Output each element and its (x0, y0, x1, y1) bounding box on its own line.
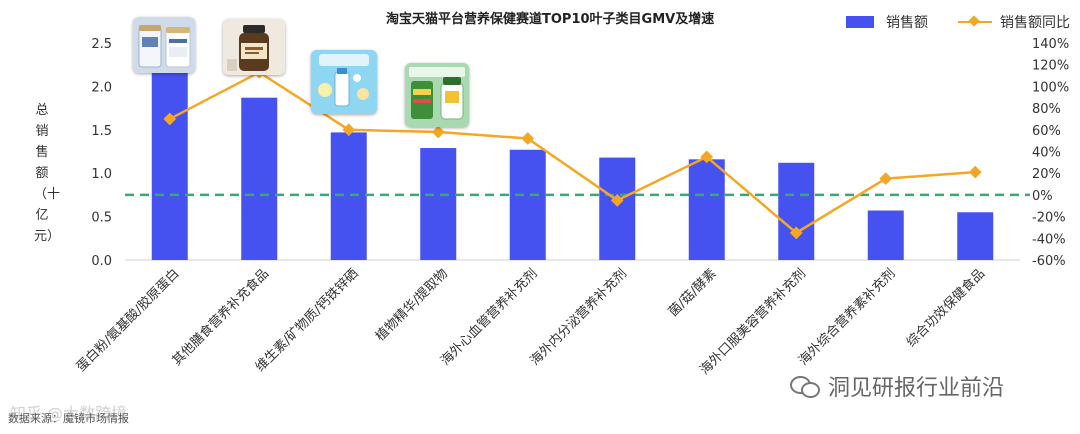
x-tick-label: 维生素/矿物质/钙铁锌硒 (253, 266, 362, 375)
y-left-tick-label: 2.0 (91, 80, 112, 95)
faint-watermark: 知乎 @大数跨境 (10, 404, 128, 423)
bar (151, 47, 188, 261)
yoy-point (968, 165, 982, 179)
y-left-tick-label: 1.0 (91, 167, 112, 182)
bar (420, 148, 457, 260)
data-source: 数据来源：魔镜市场情报 (8, 412, 129, 425)
yoy-point (431, 125, 445, 139)
collagen-powder-can-icon (133, 17, 195, 73)
y-right-tick-label: 40% (1032, 146, 1061, 161)
bar (330, 132, 367, 260)
legend-swatch-bar (846, 16, 874, 28)
x-tick-label: 海外心血管营养补充剂 (437, 266, 540, 369)
bar (957, 212, 994, 260)
bar (599, 157, 636, 260)
yoy-point (342, 123, 356, 137)
x-tick-label: 综合功效保健食品 (903, 266, 988, 351)
x-tick-label: 海外综合营养素补充剂 (795, 266, 898, 369)
bar (241, 97, 278, 261)
yoy-series-line (169, 70, 976, 235)
y-right-tick-label: 0% (1032, 189, 1053, 204)
watermark-text: 洞见研报行业前沿 (828, 376, 1005, 401)
plant-extract-bottle-icon (405, 63, 469, 127)
y-left-tick-label: 2.5 (91, 37, 112, 52)
legend-label-sales: 销售额 (886, 15, 928, 31)
legend-swatch-line (958, 15, 992, 29)
y-axis-label: 总销售额（十亿元） (34, 103, 61, 244)
y-left-tick-label: 1.5 (91, 124, 112, 139)
bar (509, 149, 546, 260)
legend: 销售额 销售额同比 (846, 12, 1070, 32)
y-right-tick-label: -40% (1032, 232, 1066, 247)
x-tick-label: 菌/菇/酵素 (666, 266, 720, 320)
y-right-tick-label: 80% (1032, 102, 1061, 117)
bar (688, 159, 725, 260)
y-left-tick-label: 0.5 (91, 211, 112, 226)
x-tick-label: 其他膳食营养补充食品 (169, 266, 272, 369)
chart-title: 淘宝天猫平台营养保健赛道TOP10叶子类目GMV及增速 (386, 12, 715, 27)
supplement-bottle-icon (223, 19, 285, 75)
y-right-tick-label: -60% (1032, 254, 1066, 269)
wechat-watermark: 洞见研报行业前沿 (790, 370, 1004, 402)
x-tick-label: 植物精华/提取物 (372, 266, 451, 345)
y-right-tick-label: 120% (1032, 59, 1069, 74)
legend-label-yoy: 销售额同比 (1000, 15, 1070, 31)
x-tick-label: 海外内分泌营养补充剂 (527, 266, 630, 369)
y-right-tick-label: 20% (1032, 167, 1061, 182)
y-right-tick-label: 140% (1032, 37, 1069, 52)
y-right-tick-label: 100% (1032, 80, 1069, 95)
bar (778, 162, 815, 260)
wechat-icon (790, 374, 820, 398)
y-right-tick-label: -20% (1032, 211, 1066, 226)
bar (867, 210, 904, 260)
y-left-tick-label: 0.0 (91, 254, 112, 269)
x-tick-label: 蛋白粉/氨基酸/胶原蛋白 (73, 266, 182, 375)
yoy-point (879, 172, 893, 185)
yoy-point (163, 112, 177, 126)
y-right-tick-label: 60% (1032, 124, 1061, 139)
vitamin-vial-icon (311, 50, 377, 114)
